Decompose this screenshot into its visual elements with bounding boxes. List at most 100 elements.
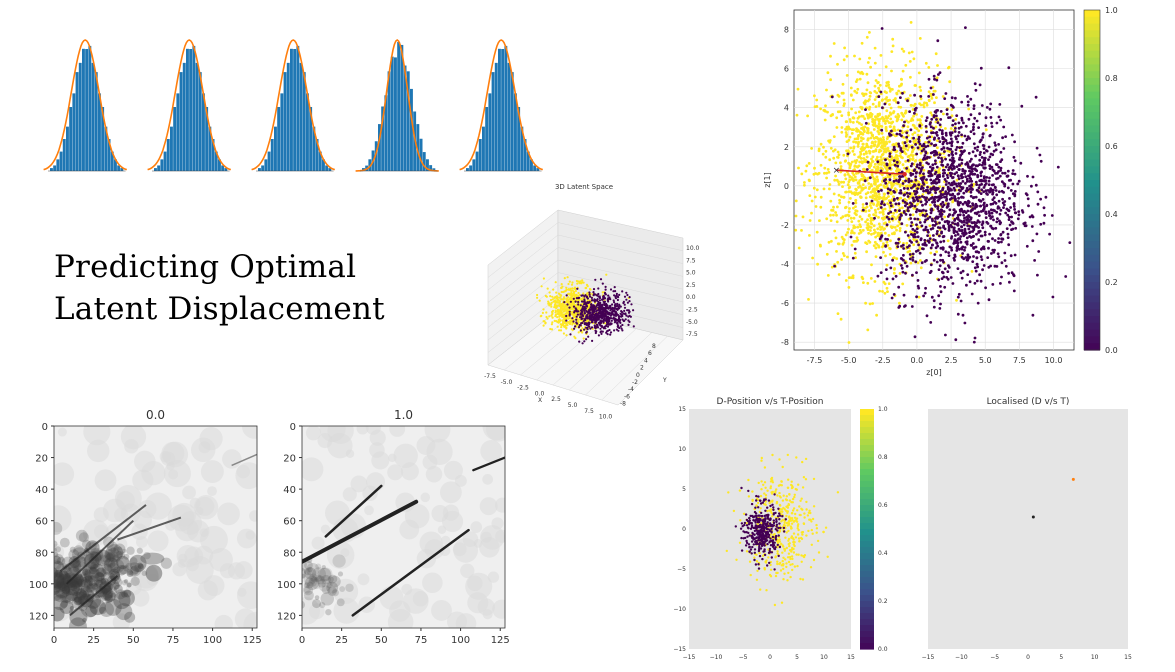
scatter-point [847,190,851,194]
scatter-point [922,105,926,109]
colorbar-segment [1084,132,1100,140]
scatter-point [847,341,851,344]
heatmap-dark-region [45,573,51,579]
scatter-point [550,301,553,304]
scatter-point [567,282,570,286]
scatter-point [999,282,1002,285]
scatter-point [623,309,626,312]
scatter-point [632,309,635,312]
heatmap-dark-region [73,587,90,605]
scatter-point [941,95,945,98]
scatter-point [900,118,904,122]
scatter-point [951,192,955,196]
scatter-point [942,239,946,243]
scatter-point [829,219,833,223]
scatter-point [923,196,926,199]
scatter-point [869,131,873,135]
colorbar-segment [1084,180,1100,188]
scatter-point [999,169,1002,172]
scatter-point [919,266,923,270]
histogram-bar [485,107,489,171]
scatter-point [925,101,928,105]
scatter-point [984,116,988,120]
scatter-point [936,230,939,233]
histogram-bar [504,45,508,172]
scatter-point [900,134,903,138]
scatter-point [555,306,558,310]
scatter-point [810,199,814,203]
scatter-point [558,293,562,296]
histogram-bar [530,159,533,171]
scatter-point [833,229,837,233]
colorbar-segment [1084,10,1100,18]
heatmap-dark-region [84,576,90,583]
scatter-point [853,54,856,58]
scatter-point [860,123,863,126]
scatter-point [565,294,568,297]
scatter-point [840,195,843,199]
scatter-point [995,163,999,167]
scatter-point [971,172,975,176]
scatter-point [965,221,968,225]
histogram-bar [384,95,388,171]
scatter-point [571,323,574,326]
scatter-point [823,171,826,175]
scatter-point [940,157,943,160]
heatmap-dark-region [84,578,98,592]
scatter-point [1064,275,1068,278]
scatter-point [855,236,859,240]
heatmap-texture [161,441,185,465]
scatter-point [1001,136,1004,140]
colorbar-segment [1084,91,1100,99]
scatter-point [877,245,881,249]
scatter-point [868,225,871,229]
scatter-point [836,110,840,114]
heatmap-dark-region [88,575,93,580]
scatter-point [938,171,941,175]
scatter-point [829,146,833,150]
scatter-point [997,206,1001,210]
heatmap-dark-region [104,549,116,561]
scatter-point [832,135,836,139]
scatter-point [826,71,830,75]
scatter-point [983,156,987,160]
scatter-point [938,234,941,238]
scatter-point [847,276,851,279]
colorbar-segment [1084,50,1100,59]
scatter-point [927,99,931,103]
scatter-point [917,295,921,299]
scatter-point [968,280,972,284]
scatter-point [990,125,994,128]
scatter-point [946,176,950,180]
histogram-bar [466,168,469,171]
scatter-point [569,298,572,301]
scatter-point [868,56,871,60]
scatter-point [857,181,861,185]
scatter-point [845,120,849,123]
scatter-point [888,155,892,158]
scatter-point [1030,225,1034,228]
scatter-point [878,112,882,116]
scatter-point [942,275,946,279]
scatter-point [966,273,970,276]
scatter-point [877,184,880,188]
scatter-point [842,180,846,184]
scatter-point [604,288,607,291]
scatter-point [948,187,952,191]
scatter-point [909,172,913,175]
scatter-point [592,288,596,291]
scatter-point [568,306,571,309]
scatter-point [844,205,848,209]
scatter-point [585,326,588,329]
scatter-point [880,128,884,132]
scatter-point [924,225,928,229]
scatter-point [581,311,584,314]
scatter-point [882,195,886,199]
heatmap-dark-region [104,590,116,602]
scatter-point [566,324,569,327]
scatter-point [1005,207,1009,211]
scatter-point [865,126,869,130]
scatter-point [934,177,938,181]
scatter-point [954,152,958,155]
scatter-point [880,173,884,177]
